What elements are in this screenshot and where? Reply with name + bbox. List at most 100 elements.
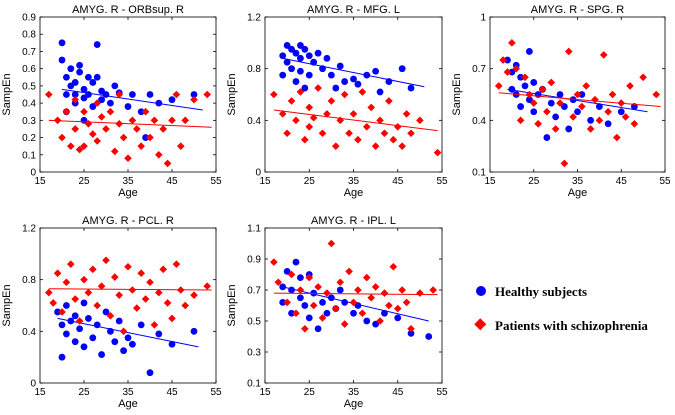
data-point-healthy: [283, 268, 291, 275]
data-point-healthy: [279, 299, 287, 306]
data-point-healthy: [305, 314, 313, 322]
data-point-patient: [402, 110, 411, 118]
data-point-patient: [652, 90, 661, 99]
data-point-healthy: [595, 103, 603, 110]
data-point-patient: [398, 142, 406, 150]
data-point-patient: [380, 129, 389, 138]
data-point-patient: [608, 90, 617, 99]
series-patients: [45, 90, 212, 168]
data-point-healthy: [292, 78, 300, 85]
data-point-healthy: [301, 45, 309, 53]
data-point-patient: [102, 256, 110, 265]
data-point-patient: [111, 147, 119, 156]
y-tick-label: 0.8: [247, 64, 261, 75]
data-point-patient: [626, 82, 634, 90]
data-point-patient: [314, 283, 322, 291]
data-point-patient: [62, 107, 71, 116]
data-point-patient: [115, 90, 123, 99]
data-point-patient: [305, 122, 314, 131]
data-point-patient: [67, 260, 75, 268]
data-point-patient: [314, 84, 322, 92]
data-point-healthy: [146, 91, 154, 98]
y-tick-label: 0.5: [247, 317, 261, 328]
data-point-patient: [332, 142, 340, 150]
data-point-patient: [380, 289, 389, 297]
y-tick-label: 0.1: [247, 379, 261, 390]
data-point-patient: [503, 68, 512, 76]
data-point-healthy: [58, 39, 66, 47]
data-point-patient: [128, 286, 137, 294]
data-point-patient: [274, 278, 283, 287]
data-point-patient: [106, 312, 115, 320]
data-point-patient: [508, 39, 516, 47]
data-point-patient: [119, 133, 128, 142]
series-healthy: [279, 42, 425, 96]
data-point-patient: [323, 110, 331, 118]
data-point-patient: [203, 90, 211, 99]
data-point-patient: [305, 273, 314, 282]
data-point-healthy: [85, 73, 92, 81]
data-point-patient: [301, 324, 309, 333]
data-point-healthy: [354, 80, 362, 88]
x-tick-label: 35: [122, 387, 134, 398]
data-point-patient: [318, 314, 327, 322]
data-point-healthy: [305, 71, 313, 79]
chart-title: AMYG. R - IPL. L: [311, 215, 396, 227]
data-point-patient: [93, 301, 101, 310]
data-point-patient: [358, 309, 367, 318]
data-point-healthy: [292, 49, 300, 57]
chart-panel-4: AMYG. R - PCL. R 15 25 35 45 55 0 0.4 0.8 1.2 Age S…: [1, 215, 222, 410]
x-tick-label: 35: [122, 176, 134, 187]
x-tick-label: 35: [348, 387, 360, 398]
data-point-healthy: [521, 82, 529, 90]
data-point-healthy: [508, 68, 516, 76]
data-point-patient: [639, 73, 647, 82]
data-point-patient: [354, 286, 362, 294]
x-tick-label: 15: [34, 387, 46, 398]
data-point-healthy: [137, 108, 145, 116]
data-point-patient: [278, 110, 287, 118]
data-point-patient: [163, 299, 172, 307]
data-point-patient: [340, 90, 349, 99]
legend-marker-patients: [474, 318, 487, 331]
data-point-patient: [543, 107, 551, 116]
data-point-healthy: [407, 330, 415, 337]
data-point-patient: [354, 135, 362, 144]
data-point-healthy: [301, 302, 309, 309]
data-point-healthy: [58, 353, 66, 361]
x-tick-label: 55: [436, 387, 448, 398]
data-point-healthy: [394, 314, 402, 322]
data-point-healthy: [288, 309, 295, 317]
y-tick-label: 0.9: [22, 13, 36, 24]
data-point-healthy: [565, 125, 573, 133]
data-point-healthy: [288, 45, 295, 53]
data-point-patient: [62, 278, 71, 287]
data-point-healthy: [115, 317, 123, 325]
x-tick-label: 55: [210, 387, 222, 398]
data-point-healthy: [363, 317, 371, 325]
x-tick-label: 25: [528, 176, 540, 187]
data-point-healthy: [58, 321, 66, 329]
data-point-healthy: [190, 91, 198, 98]
data-point-patient: [45, 90, 53, 99]
data-point-patient: [323, 289, 331, 297]
data-point-healthy: [71, 338, 79, 346]
data-point-patient: [71, 95, 79, 104]
data-point-patient: [296, 286, 305, 294]
data-point-patient: [516, 116, 525, 125]
y-tick-label: 1: [480, 13, 486, 24]
x-tick-label: 15: [484, 176, 496, 187]
data-point-healthy: [111, 338, 119, 346]
data-point-healthy: [80, 299, 88, 307]
data-point-patient: [332, 304, 340, 313]
data-point-patient: [398, 286, 406, 294]
data-point-patient: [407, 324, 415, 333]
data-point-patient: [349, 298, 358, 307]
data-point-patient: [547, 78, 556, 87]
plot-frame: [264, 16, 443, 173]
data-point-healthy: [71, 312, 79, 320]
x-tick-label: 45: [166, 387, 178, 398]
data-point-healthy: [102, 91, 110, 98]
y-tick-label: 0.4: [22, 99, 36, 110]
data-point-healthy: [58, 56, 66, 64]
